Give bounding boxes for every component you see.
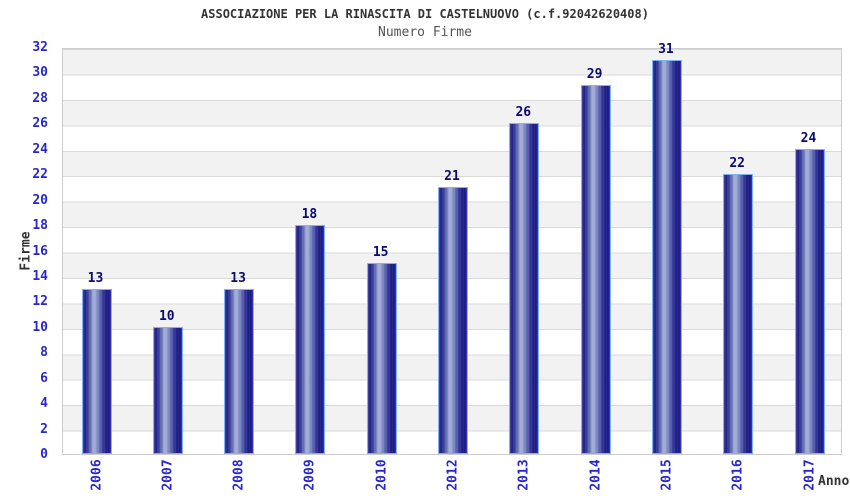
x-tick-label: 2013 [516, 459, 532, 491]
bar-2007 [152, 327, 183, 454]
bar-value-label: 13 [87, 271, 104, 286]
y-tick-label: 32 [32, 40, 48, 55]
chart-subtitle: Numero Firme [378, 25, 472, 40]
bar-value-label: 26 [515, 105, 532, 120]
bar-value-label: 10 [158, 309, 175, 324]
x-tick-label: 2006 [89, 459, 104, 491]
bar-value-label: 21 [444, 169, 460, 184]
y-tick-label: 10 [32, 319, 48, 335]
y-tick-label: 30 [32, 65, 48, 81]
y-tick-label: 24 [32, 141, 48, 157]
y-tick-label: 14 [32, 268, 48, 284]
y-tick-label: 18 [32, 218, 48, 234]
y-tick-label: 12 [32, 294, 48, 310]
bar-value-label: 13 [230, 271, 246, 286]
y-tick-label: 28 [32, 90, 48, 106]
bar-2013 [509, 123, 540, 454]
bar-2016 [723, 174, 754, 454]
y-tick-label: 22 [32, 167, 48, 183]
y-tick-label: 20 [32, 192, 48, 208]
bar-value-label: 22 [729, 156, 746, 171]
x-tick-label: 2016 [730, 459, 746, 491]
bar-2008 [224, 289, 255, 454]
bar-2012 [438, 187, 468, 454]
bar-value-label: 31 [658, 42, 674, 57]
y-tick-label: 2 [40, 421, 48, 437]
y-tick-label: 26 [32, 116, 48, 132]
x-tick-label: 2012 [445, 459, 461, 491]
bar-2010 [366, 263, 397, 454]
x-axis-title: Anno [818, 474, 850, 489]
bar-value-label: 15 [372, 245, 389, 260]
x-tick-label: 2015 [659, 459, 675, 491]
x-tick-label: 2007 [160, 459, 176, 491]
y-tick-label: 6 [40, 370, 48, 386]
x-tick-label: 2009 [302, 459, 318, 491]
bar-2015 [651, 60, 682, 454]
x-tick-label: 2010 [374, 459, 390, 491]
bar-value-label: 24 [800, 131, 817, 146]
y-tick-label: 8 [40, 345, 48, 361]
bar-2006 [81, 289, 112, 454]
bar-2009 [295, 225, 326, 454]
x-tick-label: 2008 [231, 459, 247, 491]
y-tick-label: 16 [32, 243, 48, 259]
plot-area [62, 48, 842, 455]
chart-title: ASSOCIAZIONE PER LA RINASCITA DI CASTELN… [201, 7, 649, 21]
x-tick-label: 2017 [802, 459, 817, 491]
x-tick-label: 2014 [588, 459, 604, 491]
bar-2014 [580, 85, 611, 454]
y-tick-label: 0 [40, 447, 48, 462]
bar-value-label: 18 [301, 207, 318, 222]
bar-value-label: 29 [586, 67, 603, 82]
bar-2017 [794, 149, 825, 454]
y-tick-label: 4 [40, 396, 48, 412]
